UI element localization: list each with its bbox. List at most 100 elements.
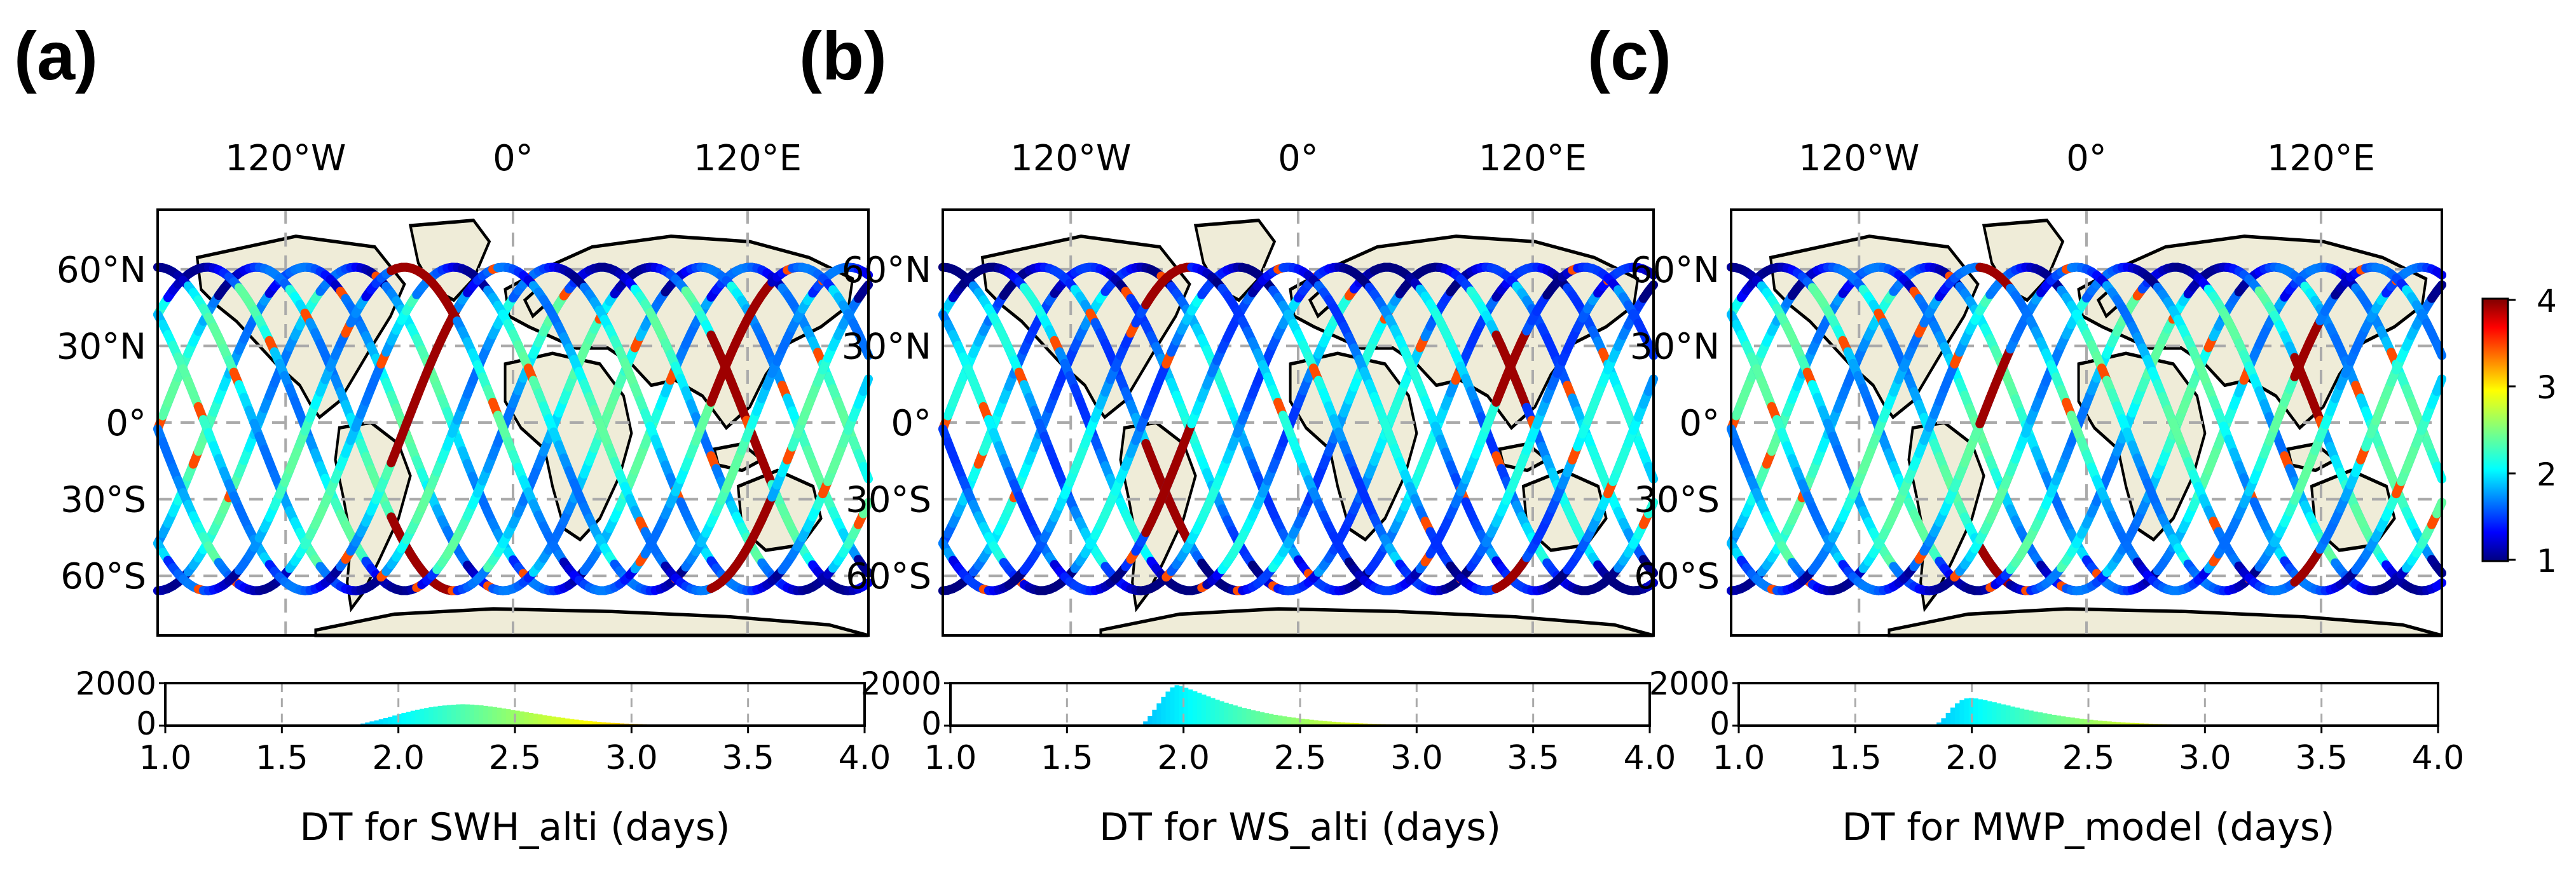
- map-lat-tick: 30°N: [842, 326, 931, 367]
- hist-bar: [456, 705, 461, 726]
- hist-bar: [2043, 713, 2048, 726]
- hist-bar: [1233, 705, 1238, 726]
- hist-ytick: 0: [136, 705, 156, 742]
- hist-bar: [1156, 703, 1161, 726]
- hist-xtick: 2.5: [489, 739, 542, 777]
- hist-bar: [1250, 710, 1256, 726]
- hist-bar: [1255, 711, 1260, 726]
- hist-bar: [483, 706, 488, 726]
- map-lon-tick: 120°E: [1479, 138, 1587, 179]
- hist-bar: [1210, 698, 1216, 726]
- map-lon-tick: 120°W: [1010, 138, 1131, 179]
- hist-xlabel: DT for SWH_alti (days): [299, 805, 730, 850]
- hist-bar: [1955, 703, 1960, 726]
- map-lat-tick: 60°N: [57, 250, 146, 291]
- hist-bar: [1282, 716, 1287, 726]
- hist-xtick: 1.0: [1713, 739, 1765, 777]
- hist-bar: [551, 717, 556, 726]
- hist-bar: [492, 707, 497, 726]
- hist-bar: [2010, 707, 2015, 726]
- hist-xtick: 1.5: [1041, 739, 1093, 777]
- hist-bar: [2038, 712, 2043, 726]
- hist-bar: [1287, 717, 1292, 726]
- map-lat-tick: 0°: [106, 403, 146, 444]
- hist-bar: [1237, 707, 1242, 726]
- colorbar-tick-1: 1: [2537, 543, 2557, 580]
- map-lon-tick: 120°W: [225, 138, 346, 179]
- hist-bar: [447, 705, 452, 726]
- hist-xtick: 4.0: [2412, 739, 2465, 777]
- hist-bar: [502, 709, 507, 726]
- hist-bar: [2029, 710, 2034, 726]
- hist-bar: [1148, 716, 1153, 726]
- hist-xtick: 3.5: [1507, 739, 1559, 777]
- map-lat-tick: 30°N: [57, 326, 146, 367]
- hist-bar: [1165, 691, 1170, 726]
- hist-bar: [433, 707, 438, 726]
- hist-xtick: 2.0: [372, 739, 425, 777]
- hist-bar: [388, 717, 393, 726]
- hist-bar: [465, 705, 470, 726]
- hist-xtick: 3.5: [2295, 739, 2348, 777]
- panel-label: (b): [799, 17, 887, 94]
- hist-bar: [1246, 709, 1251, 726]
- hist-bar: [392, 716, 397, 726]
- hist-bar: [2047, 714, 2052, 726]
- map-lat-tick: 60°S: [846, 556, 931, 597]
- map-lon-tick: 120°W: [1798, 138, 1919, 179]
- hist-bar: [2001, 705, 2006, 726]
- hist-bar: [442, 705, 448, 726]
- hist-bar: [420, 709, 425, 726]
- hist-xtick: 4.0: [1624, 739, 1676, 777]
- hist-bar: [479, 705, 484, 726]
- hist-xtick: 3.0: [2179, 739, 2231, 777]
- hist-xtick: 3.5: [722, 739, 774, 777]
- hist-bar: [460, 704, 465, 726]
- hist-bar: [519, 712, 524, 726]
- hist-bar: [1950, 708, 1956, 726]
- hist-bar: [2061, 716, 2066, 726]
- hist-bar: [1242, 708, 1247, 726]
- hist-ytick: 2000: [76, 665, 156, 702]
- hist-bar: [1197, 693, 1202, 726]
- hist-bar: [528, 713, 533, 726]
- hist-bar: [1278, 716, 1283, 726]
- hist-bar: [1170, 688, 1175, 726]
- hist-ytick: 2000: [861, 665, 942, 702]
- hist-bar: [1161, 697, 1166, 726]
- hist-bar: [411, 711, 416, 726]
- map-lat-tick: 30°N: [1630, 326, 1720, 367]
- hist-xtick: 1.0: [924, 739, 977, 777]
- map-lat-tick: 30°S: [60, 480, 146, 521]
- map-lat-tick: 60°S: [60, 556, 146, 597]
- hist-bar: [2024, 710, 2029, 726]
- hist-bar: [1215, 700, 1220, 726]
- map-lon-tick: 0°: [2066, 138, 2107, 179]
- colorbar-tick-3: 3: [2537, 369, 2557, 406]
- hist-bar: [415, 710, 420, 726]
- hist-bar: [470, 705, 475, 726]
- hist-bar: [1273, 715, 1278, 726]
- hist-bar: [2006, 705, 2011, 726]
- hist-xtick: 2.5: [1274, 739, 1327, 777]
- hist-bar: [556, 717, 561, 726]
- colorbar-tick-4: 4: [2537, 283, 2557, 320]
- colorbar-tick-2: 2: [2537, 456, 2557, 493]
- hist-xtick: 1.5: [1829, 739, 1882, 777]
- hist-xtick: 3.0: [1390, 739, 1443, 777]
- hist-bar: [2066, 717, 2071, 726]
- map-lat-tick: 30°S: [1634, 480, 1720, 521]
- hist-bar: [497, 708, 502, 726]
- panel-label: (a): [14, 17, 98, 94]
- hist-xlabel: DT for WS_alti (days): [1099, 805, 1501, 850]
- hist-bar: [542, 715, 547, 726]
- hist-bar: [401, 713, 406, 726]
- hist-bar: [1964, 698, 1970, 726]
- map-lat-tick: 30°S: [846, 480, 931, 521]
- hist-xtick: 2.0: [1945, 739, 1998, 777]
